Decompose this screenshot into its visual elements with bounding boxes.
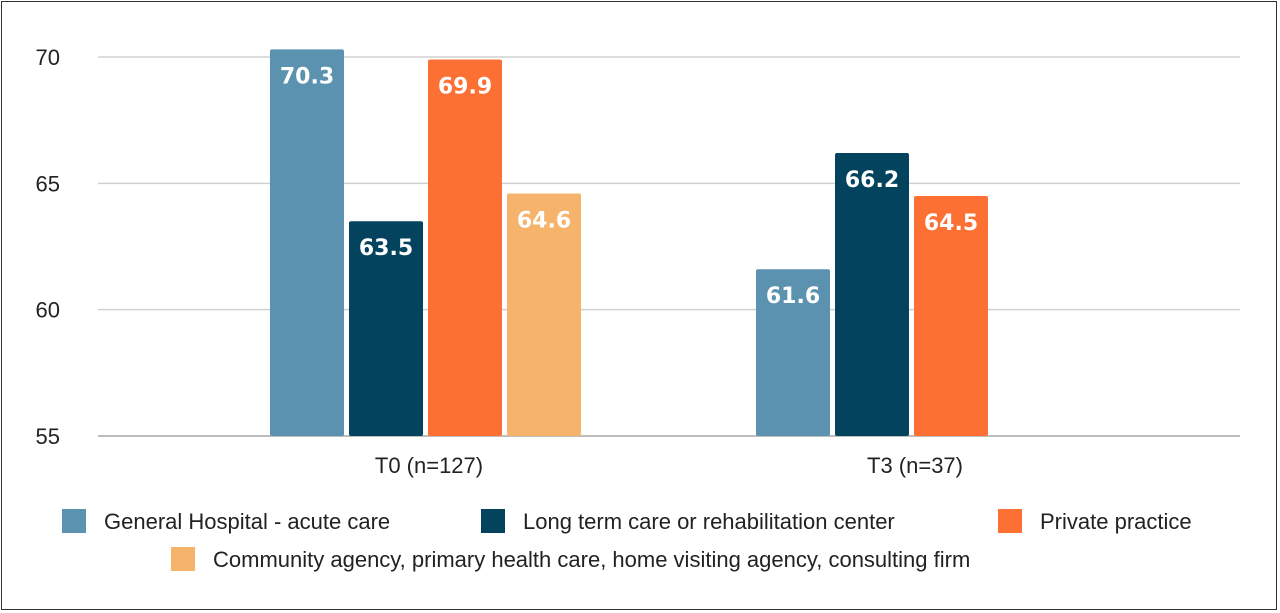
bar xyxy=(349,221,423,436)
data-label: 63.5 xyxy=(359,236,413,261)
bar xyxy=(835,153,909,436)
legend-swatch xyxy=(481,509,505,533)
bar xyxy=(428,59,502,436)
legend-label: Private practice xyxy=(1040,509,1192,534)
bar xyxy=(756,269,830,436)
data-label: 70.3 xyxy=(280,64,334,89)
legend-swatch xyxy=(62,509,86,533)
data-label: 64.5 xyxy=(924,211,978,236)
data-label: 69.9 xyxy=(438,75,492,100)
x-category-label: T3 (n=37) xyxy=(867,453,963,478)
y-tick-label: 70 xyxy=(36,45,60,70)
bars xyxy=(270,49,988,437)
legend-label: Long term care or rehabilitation center xyxy=(523,509,895,534)
data-label: 61.6 xyxy=(766,284,820,309)
bar xyxy=(270,49,344,437)
bar xyxy=(914,195,988,436)
y-axis-ticks: 55 60 65 70 xyxy=(36,45,60,449)
data-label: 64.6 xyxy=(517,208,571,233)
legend-swatch xyxy=(171,547,195,571)
bar xyxy=(507,193,581,436)
legend: General Hospital - acute care Long term c… xyxy=(62,509,1192,572)
x-axis-categories: T0 (n=127) T3 (n=37) xyxy=(375,453,963,478)
legend-label: General Hospital - acute care xyxy=(104,509,390,534)
x-category-label: T0 (n=127) xyxy=(375,453,483,478)
legend-swatch xyxy=(998,509,1022,533)
gridlines xyxy=(98,56,1240,437)
legend-label: Community agency, primary health care, h… xyxy=(213,547,970,572)
y-tick-label: 65 xyxy=(36,171,60,196)
data-label: 66.2 xyxy=(845,168,899,193)
data-labels: 70.3 63.5 69.9 64.6 61.6 66.2 64.5 xyxy=(280,64,978,309)
y-tick-label: 60 xyxy=(36,298,60,323)
y-tick-label: 55 xyxy=(36,424,60,449)
